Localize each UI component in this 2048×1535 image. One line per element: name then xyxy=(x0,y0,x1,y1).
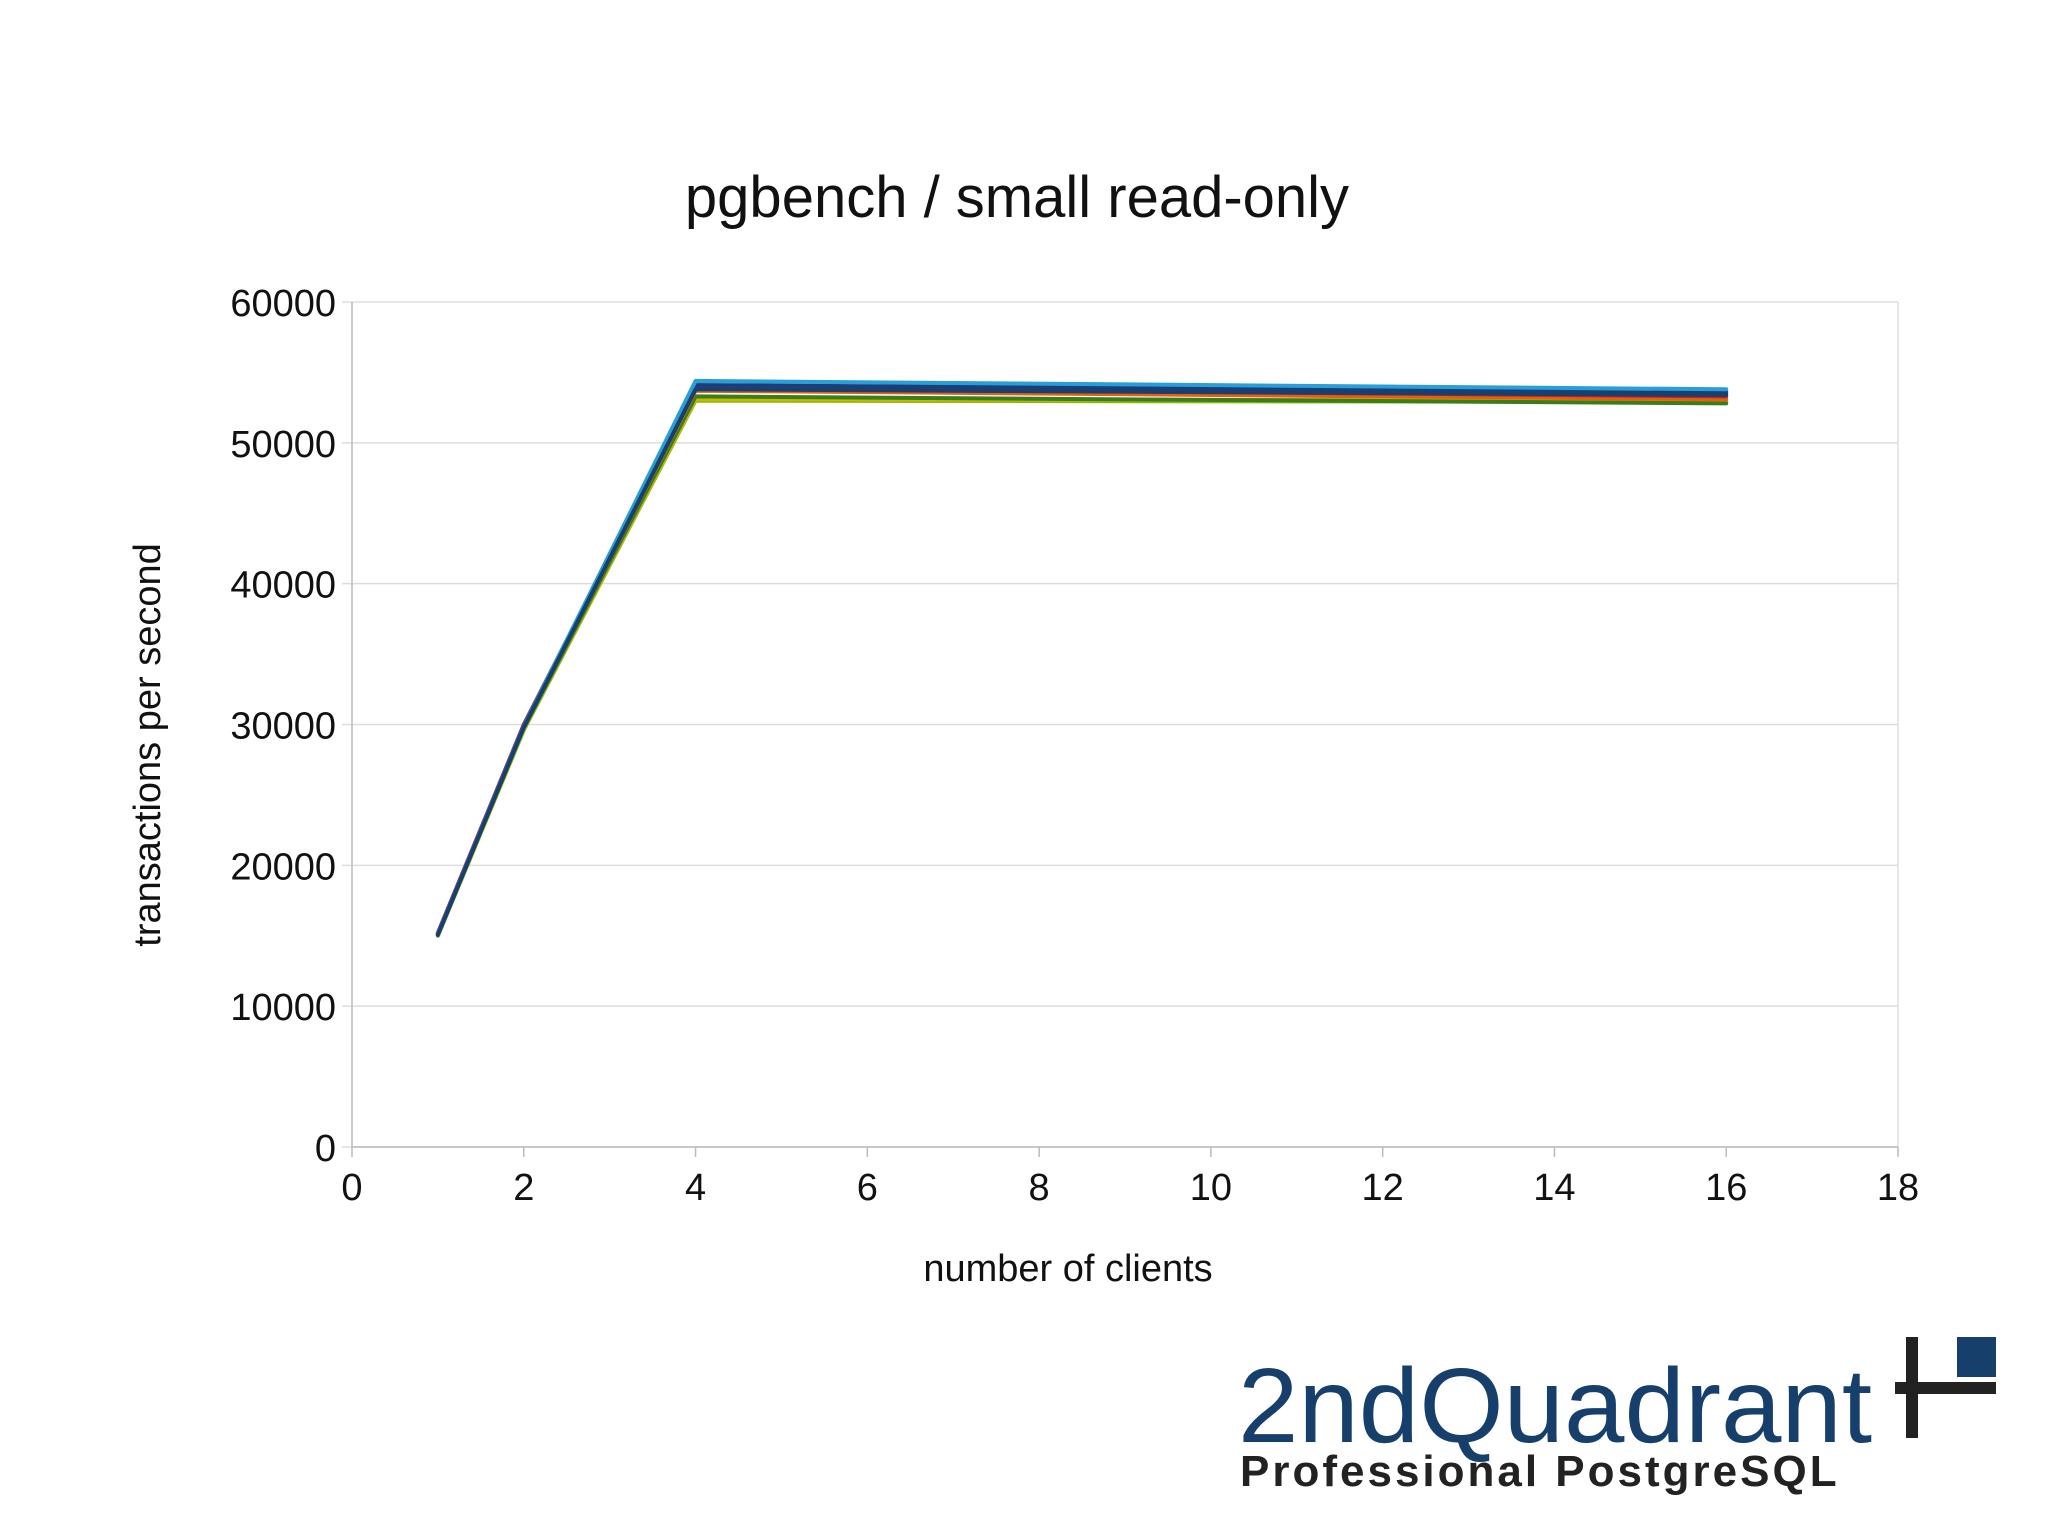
series-line xyxy=(435,385,1729,935)
company-logo: 2ndQuadrant Professional PostgreSQL xyxy=(1238,1337,1996,1496)
y-tick-label: 10000 xyxy=(230,987,336,1029)
grid-lines xyxy=(342,301,1898,1148)
x-tick-label: 16 xyxy=(1705,1167,1747,1209)
x-tick-label: 8 xyxy=(1029,1167,1050,1209)
series-line xyxy=(435,383,1729,937)
series-line xyxy=(435,381,1729,937)
series-line xyxy=(435,384,1729,936)
series-line xyxy=(435,388,1729,936)
y-tick-label: 50000 xyxy=(230,424,336,466)
y-tick-label: 20000 xyxy=(230,846,336,888)
series-line xyxy=(435,398,1729,938)
series-line xyxy=(435,378,1729,937)
y-tick-label: 60000 xyxy=(230,283,336,325)
y-tick-label: 0 xyxy=(315,1128,336,1170)
x-tick-label: 0 xyxy=(341,1167,362,1209)
x-tick-label: 18 xyxy=(1877,1167,1919,1209)
x-tick-label: 10 xyxy=(1190,1167,1232,1209)
quadrant-mark-icon xyxy=(1895,1337,1996,1438)
series-line xyxy=(435,387,1729,937)
x-tick-label: 14 xyxy=(1533,1167,1575,1209)
x-tick-label: 2 xyxy=(513,1167,534,1209)
y-axis-label: transactions per second xyxy=(127,543,169,946)
x-tick-label: 4 xyxy=(685,1167,706,1209)
logo-tagline-text: Professional PostgreSQL xyxy=(1240,1447,1840,1496)
axes xyxy=(351,302,1899,1157)
chart-title: pgbench / small read-only xyxy=(685,165,1349,230)
x-tick-labels: 0 2 4 6 8 10 12 14 16 18 xyxy=(341,1167,1919,1209)
series-line xyxy=(435,397,1729,937)
x-tick-label: 6 xyxy=(857,1167,878,1209)
x-tick-label: 12 xyxy=(1362,1167,1404,1209)
y-tick-labels: 0 10000 20000 30000 40000 50000 60000 xyxy=(230,283,336,1170)
logo-brand-text: 2ndQuadrant xyxy=(1238,1347,1872,1465)
data-series xyxy=(435,378,1729,938)
series-line xyxy=(435,394,1729,937)
x-axis-label: number of clients xyxy=(923,1248,1212,1290)
y-tick-label: 40000 xyxy=(230,565,336,607)
y-tick-label: 30000 xyxy=(230,706,336,748)
